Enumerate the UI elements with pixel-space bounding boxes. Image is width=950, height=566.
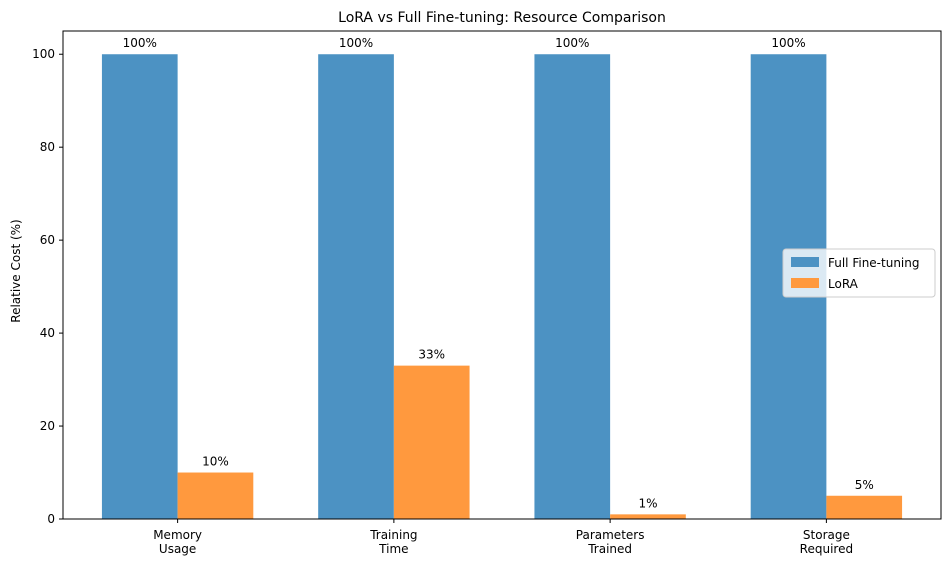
plot-area: 100% 100% 100% 100% 10% 33% 1% 5%	[101, 36, 903, 519]
bar-lora-3	[826, 495, 903, 519]
x-tick-label: Required	[800, 542, 853, 556]
legend-box	[782, 248, 936, 298]
data-label: 33%	[418, 348, 445, 362]
data-label: 100%	[123, 36, 157, 50]
y-tick-label: 100	[32, 47, 55, 61]
data-label: 5%	[855, 478, 874, 492]
data-label: 100%	[555, 36, 589, 50]
legend-swatch	[791, 278, 819, 288]
data-label: 100%	[339, 36, 373, 50]
bar-full-fine-tuning-0	[101, 54, 178, 519]
y-tick-label: 80	[40, 140, 55, 154]
y-tick-label: 60	[40, 233, 55, 247]
y-tick-label: 20	[40, 419, 55, 433]
data-label: 100%	[771, 36, 805, 50]
data-label: 1%	[638, 496, 657, 510]
chart-title: LoRA vs Full Fine-tuning: Resource Compa…	[338, 10, 666, 26]
legend-label: Full Fine-tuning	[828, 256, 920, 270]
bar-full-fine-tuning-1	[318, 54, 394, 519]
x-tick-label: Usage	[159, 542, 196, 556]
data-label: 10%	[202, 455, 229, 469]
bar-lora-2	[610, 514, 686, 519]
y-axis-label: Relative Cost (%)	[9, 219, 23, 322]
bar-lora-1	[393, 365, 470, 519]
y-tick-label: 0	[47, 512, 55, 526]
x-tick-label: Parameters	[576, 528, 645, 542]
legend-label: LoRA	[828, 277, 859, 291]
bar-lora-0	[177, 472, 254, 519]
x-tick-label: Trained	[587, 542, 632, 556]
x-tick-label: Training	[369, 528, 417, 542]
legend-swatch	[791, 257, 819, 267]
legend: Full Fine-tuning LoRA	[782, 248, 936, 298]
bar-full-fine-tuning-2	[534, 54, 611, 519]
x-tick-label: Time	[378, 542, 408, 556]
x-tick-label: Storage	[803, 528, 850, 542]
y-tick-label: 40	[40, 326, 55, 340]
x-tick-label: Memory	[153, 528, 202, 542]
plot-frame	[62, 30, 942, 520]
